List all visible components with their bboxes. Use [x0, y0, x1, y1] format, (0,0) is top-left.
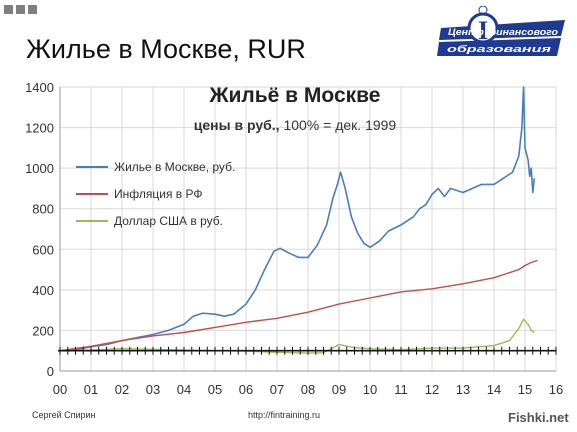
y-tick-label-400: 400 [32, 283, 54, 298]
y-tick-label-1400: 1400 [25, 80, 54, 95]
y-tick-label-600: 600 [32, 242, 54, 257]
reference-line-group [58, 346, 557, 355]
y-tick-label-800: 800 [32, 202, 54, 217]
legend-swatch-housing [76, 165, 108, 168]
slide-title: Жилье в Москве, RUR [26, 34, 306, 64]
legend-label-housing: Жилье в Москве, руб. [114, 159, 236, 174]
x-tick-label-12: 12 [425, 382, 439, 397]
logo-registered-mark [478, 6, 488, 15]
x-tick-label-07: 07 [270, 382, 284, 397]
x-tick-label-14: 14 [487, 382, 501, 397]
legend-swatch-dollar [76, 219, 108, 222]
footer-url: http://fintraining.ru [248, 410, 321, 420]
x-tick-label-01: 01 [84, 382, 98, 397]
x-tick-label-04: 04 [177, 382, 191, 397]
legend-item-housing: Жилье в Москве, руб. [76, 153, 235, 180]
x-tick-label-08: 08 [301, 382, 315, 397]
x-tick-label-02: 02 [115, 382, 129, 397]
chart-subtitle: цены в руб., 100% = дек. 1999 [110, 117, 480, 133]
chart-legend: Жилье в Москве, руб. Инфляция в РФ Долла… [76, 153, 235, 234]
logo-text-line2: образования [447, 44, 552, 54]
legend-item-dollar: Доллар США в руб. [76, 207, 235, 234]
x-tick-label-13: 13 [456, 382, 470, 397]
y-tick-label-1200: 1200 [25, 121, 54, 136]
x-tick-label-06: 06 [239, 382, 253, 397]
fintraining-logo: I Центр финансового образования [437, 6, 565, 56]
footer-author: Сергей Спирин [32, 410, 96, 420]
chart-subtitle-rest: 100% = дек. 1999 [279, 117, 397, 133]
deco-square-1 [4, 5, 13, 14]
y-tick-label-0: 0 [47, 364, 54, 379]
deco-square-3 [28, 5, 37, 14]
x-tick-label-15: 15 [518, 382, 532, 397]
logo-band-bottom [437, 38, 561, 56]
x-tick-label-05: 05 [208, 382, 222, 397]
y-tick-label-1000: 1000 [25, 161, 54, 176]
x-tick-label-03: 03 [146, 382, 160, 397]
legend-label-inflation: Инфляция в РФ [114, 186, 203, 201]
legend-swatch-inflation [76, 192, 108, 195]
x-tick-label-00: 00 [53, 382, 67, 397]
chart-subtitle-bold: цены в руб., [193, 117, 280, 133]
logo-mark [437, 6, 565, 56]
series-line-1 [59, 86, 536, 352]
watermark: Fishki.net [508, 410, 569, 425]
x-tick-label-11: 11 [394, 382, 408, 397]
x-tick-label-10: 10 [363, 382, 377, 397]
legend-item-inflation: Инфляция в РФ [76, 180, 235, 207]
x-tick-label-09: 09 [332, 382, 346, 397]
x-tick-label-16: 16 [549, 382, 563, 397]
decorative-squares [4, 5, 37, 14]
legend-label-dollar: Доллар США в руб. [114, 213, 223, 228]
chart-title: Жильё в Москве [209, 84, 381, 107]
logo-letter: I [478, 16, 488, 45]
y-tick-label-200: 200 [32, 323, 54, 338]
housing-price-chart: 0 200 400 600 800 1000 1200 1400 00 01 02 03 04 05 06 0… [25, 80, 563, 397]
logo-text-line1: Центр финансового [448, 27, 559, 37]
series-line-2 [59, 259, 538, 352]
deco-square-2 [16, 5, 25, 14]
chart-axes: 0 200 400 600 800 1000 1200 1400 00 01 02 03 04 05 06 0… [25, 80, 563, 397]
